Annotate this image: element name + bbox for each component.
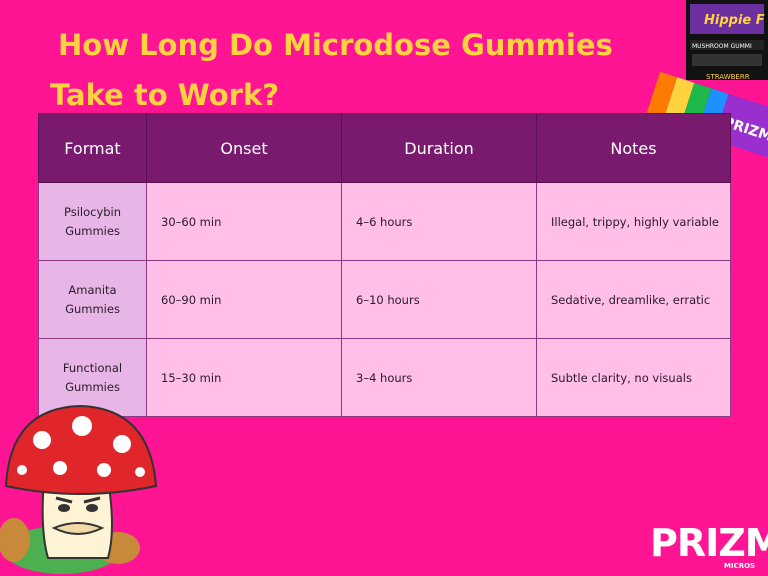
format-text: Amanita Gummies (65, 282, 120, 316)
cell-format: Functional Gummies (38, 338, 147, 417)
mushroom-mascot-image (0, 404, 158, 574)
cell-duration: 6–10 hours (341, 260, 537, 339)
cell-notes: Illegal, trippy, highly variable (536, 182, 731, 261)
brand-logo: PRIZM (650, 521, 768, 565)
cell-format: Amanita Gummies (38, 260, 147, 339)
cell-format: Psilocybin Gummies (38, 182, 147, 261)
cell-onset: 60–90 min (146, 260, 342, 339)
comparison-table: Format Onset Duration Notes Psilocybin G… (38, 113, 731, 417)
pack1-title: Hippie F (704, 13, 765, 28)
cell-onset: 30–60 min (146, 182, 342, 261)
table-row: Amanita Gummies 60–90 min 6–10 hours Sed… (38, 260, 731, 339)
cell-duration: 4–6 hours (341, 182, 537, 261)
table-row: Functional Gummies 15–30 min 3–4 hours S… (38, 338, 731, 417)
title-line-2: Take to Work? (50, 78, 280, 112)
cell-notes: Subtle clarity, no visuals (536, 338, 731, 417)
page-title: How Long Do Microdose Gummies Take to Wo… (0, 0, 768, 120)
pack1-flavor: STRAWBERR (706, 73, 750, 81)
header-onset: Onset (146, 113, 342, 183)
cell-duration: 3–4 hours (341, 338, 537, 417)
header-duration: Duration (341, 113, 537, 183)
pack1-label: MUSHROOM GUMMI (692, 43, 752, 50)
brand-sub: MICROS (724, 562, 756, 570)
table-header-row: Format Onset Duration Notes (38, 113, 731, 183)
header-format: Format (38, 113, 147, 183)
title-line-1: How Long Do Microdose Gummies (58, 28, 613, 62)
format-text: Psilocybin Gummies (63, 204, 122, 238)
cell-notes: Sedative, dreamlike, erratic (536, 260, 731, 339)
table-row: Psilocybin Gummies 30–60 min 4–6 hours I… (38, 182, 731, 261)
cell-onset: 15–30 min (146, 338, 342, 417)
header-notes: Notes (536, 113, 731, 183)
format-text: Functional Gummies (62, 360, 123, 394)
